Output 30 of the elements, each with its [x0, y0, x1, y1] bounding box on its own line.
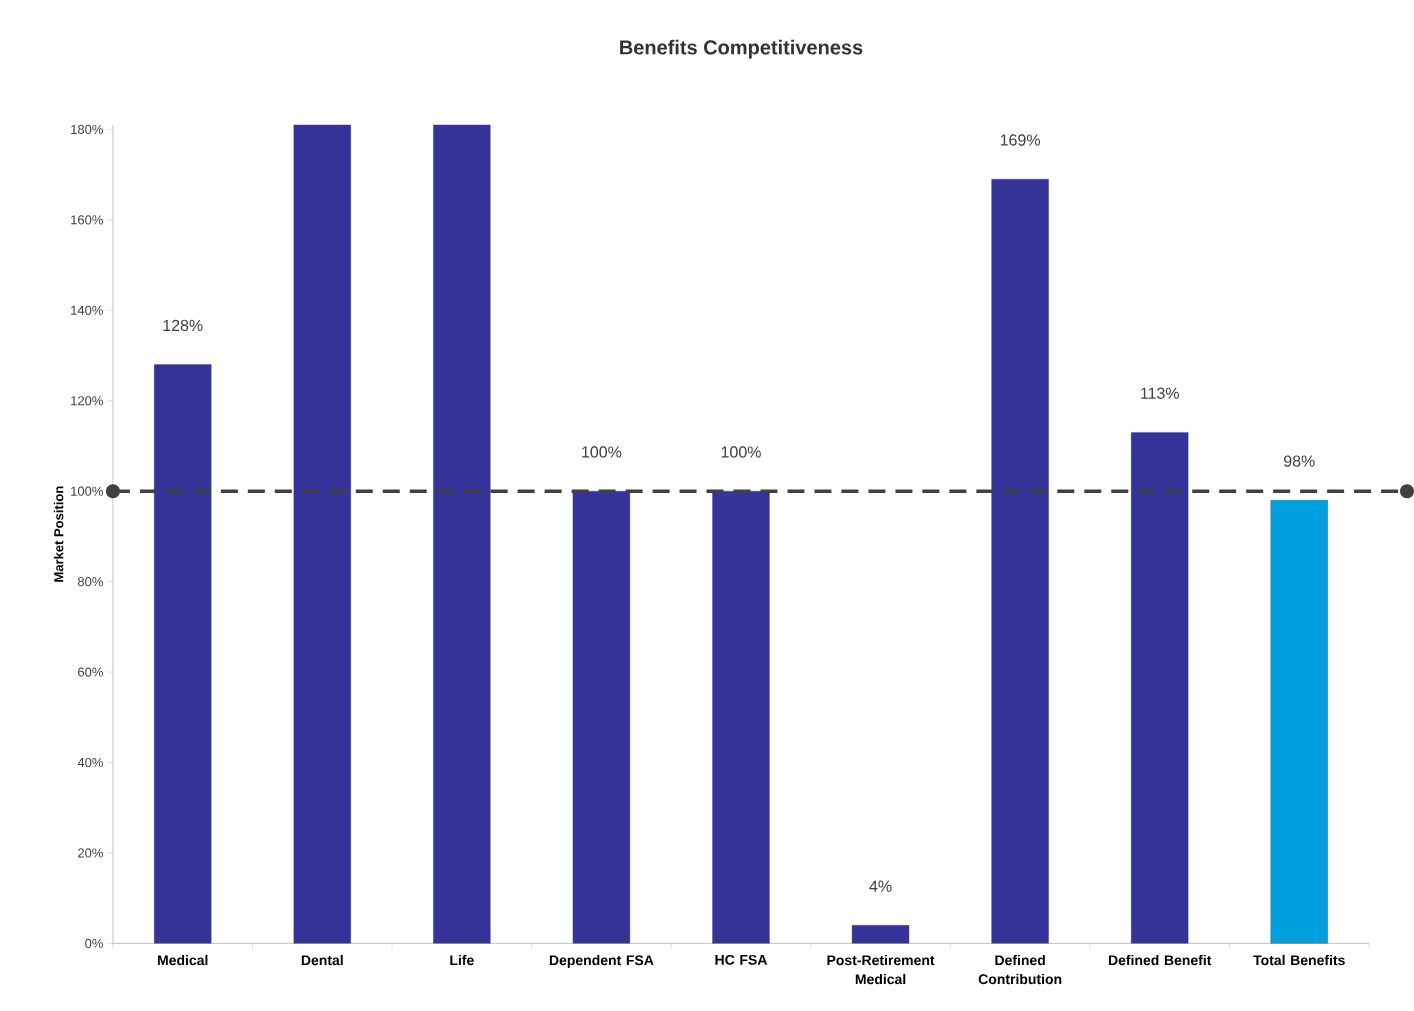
x-tick-label: Defined Contribution: [978, 954, 1062, 984]
y-tick-label: 40%: [77, 757, 103, 767]
x-tick-label: Life: [450, 954, 474, 966]
y-tick-label: 100%: [71, 486, 103, 496]
bar: [851, 924, 910, 944]
chart-title: Benefits Competitiveness: [620, 39, 863, 59]
data-label: 113%: [1141, 387, 1179, 399]
data-label: 4%: [869, 880, 892, 892]
y-axis-title: Market Position: [53, 486, 64, 582]
x-tick-label: Post-Retirement Medical: [827, 954, 935, 984]
data-label: 128%: [163, 319, 203, 331]
x-tick-label: Total Benefits: [1253, 954, 1345, 966]
x-tick-label: Dental: [301, 954, 343, 966]
data-label: 98%: [1284, 455, 1315, 467]
bar: [1270, 499, 1328, 944]
y-tick-label: 60%: [78, 667, 103, 677]
y-tick-label: 0%: [85, 938, 103, 948]
data-label: 100%: [582, 446, 622, 458]
x-tick-label: HC FSA: [715, 954, 768, 965]
y-tick-label: 80%: [77, 576, 103, 587]
y-tick-label: 180%: [71, 124, 103, 134]
y-tick-label: 120%: [71, 395, 103, 406]
x-tick-label: Medical: [157, 954, 208, 966]
data-label: 169%: [1000, 134, 1040, 146]
y-tick-label: 20%: [78, 848, 103, 858]
x-tick-label: Dependent FSA: [549, 954, 654, 968]
y-tick-label: 140%: [71, 305, 103, 315]
x-tick-label: Defined Benefit: [1108, 954, 1212, 966]
y-tick-label: 160%: [71, 215, 103, 225]
data-label: 100%: [721, 446, 761, 458]
